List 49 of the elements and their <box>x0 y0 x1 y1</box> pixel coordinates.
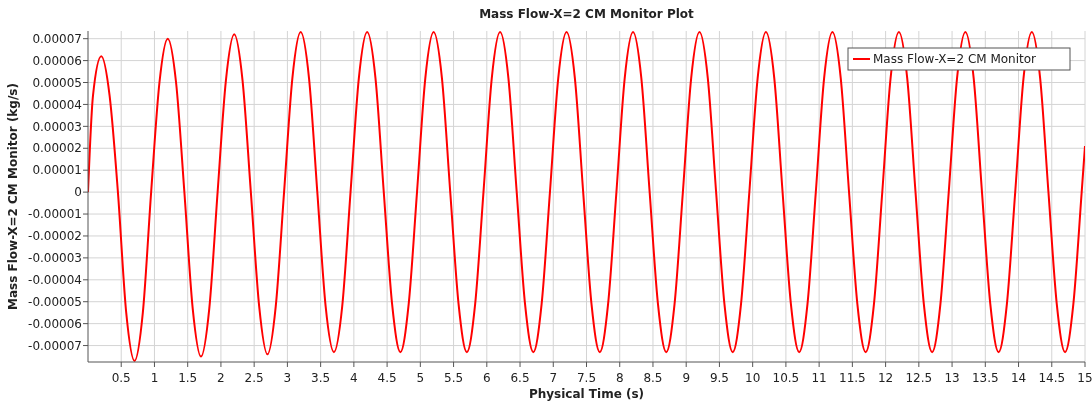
x-tick-label: 5 <box>416 371 425 385</box>
y-tick-label: -0.00003 <box>28 251 82 266</box>
x-tick-label: 8.5 <box>643 371 663 385</box>
x-tick-label: 10 <box>745 371 761 385</box>
y-tick-label: 0.00003 <box>32 119 82 134</box>
x-tick-label: 13.5 <box>971 371 999 385</box>
x-tick-label: 11 <box>811 371 827 385</box>
y-tick-label: 0 <box>74 185 82 200</box>
y-tick-label: 0.00002 <box>32 141 82 156</box>
y-tick-label: 0.00007 <box>32 31 82 46</box>
x-tick-label: 8 <box>615 371 624 385</box>
x-tick-label: 14.5 <box>1038 371 1066 385</box>
y-tick-label: -0.00006 <box>28 316 82 331</box>
legend-label: Mass Flow-X=2 CM Monitor <box>873 52 1037 67</box>
y-tick-label: 0.00004 <box>32 97 82 112</box>
y-axis-title: Mass Flow-X=2 CM Monitor (kg/s) <box>6 83 20 310</box>
x-tick-label: 0.5 <box>111 371 131 385</box>
x-tick-label: 2.5 <box>244 371 264 385</box>
x-tick-label: 12.5 <box>905 371 933 385</box>
y-tick-label: 0.00005 <box>32 75 82 90</box>
y-tick-label: -0.00004 <box>28 273 82 287</box>
x-tick-label: 10.5 <box>772 371 800 385</box>
x-tick-label: 11.5 <box>839 371 866 385</box>
x-tick-label: 9 <box>682 371 691 385</box>
x-tick-label: 7 <box>549 371 558 385</box>
x-tick-label: 1 <box>150 371 159 385</box>
x-tick-label: 7.5 <box>576 371 597 385</box>
y-tick-label: -0.00002 <box>28 229 82 244</box>
x-tick-label: 6 <box>482 371 491 385</box>
y-tick-label: -0.00007 <box>28 338 82 353</box>
x-tick-label: 5.5 <box>444 371 464 385</box>
x-tick-label: 13 <box>944 371 960 385</box>
x-tick-label: 12 <box>877 371 894 385</box>
y-tick-label: 0.00001 <box>32 163 82 178</box>
y-tick-label: -0.00001 <box>28 207 82 222</box>
x-tick-label: 4.5 <box>377 371 397 385</box>
x-tick-label: 3 <box>283 371 292 385</box>
chart-title: Mass Flow-X=2 CM Monitor Plot <box>479 7 695 21</box>
x-tick-label: 9.5 <box>709 371 729 385</box>
x-tick-label: 15 <box>1077 371 1092 385</box>
y-tick-label: -0.00005 <box>28 294 82 309</box>
x-tick-label: 1.5 <box>178 371 198 385</box>
x-tick-label: 14 <box>1010 371 1027 385</box>
x-tick-label: 2 <box>217 371 225 385</box>
x-tick-label: 3.5 <box>311 371 331 385</box>
x-tick-label: 6.5 <box>510 371 530 385</box>
x-axis-title: Physical Time (s) <box>528 387 645 401</box>
y-tick-label: 0.00006 <box>32 53 82 68</box>
x-tick-label: 4 <box>350 371 358 385</box>
